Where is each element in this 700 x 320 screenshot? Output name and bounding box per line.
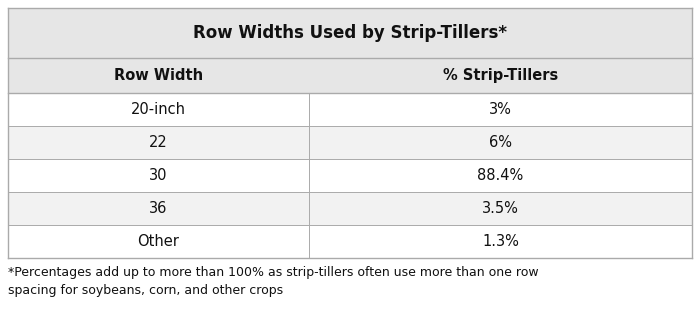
Bar: [8, 126, 692, 159]
Text: 88.4%: 88.4%: [477, 168, 524, 183]
Bar: [8, 58, 692, 93]
Text: 36: 36: [149, 201, 168, 216]
Text: Row Width: Row Width: [114, 68, 203, 83]
Bar: [8, 159, 692, 192]
Text: 3.5%: 3.5%: [482, 201, 519, 216]
Text: spacing for soybeans, corn, and other crops: spacing for soybeans, corn, and other cr…: [8, 284, 283, 297]
Text: Row Widths Used by Strip-Tillers*: Row Widths Used by Strip-Tillers*: [193, 24, 507, 42]
Bar: [8, 93, 692, 126]
Text: *Percentages add up to more than 100% as strip-tillers often use more than one r: *Percentages add up to more than 100% as…: [8, 266, 538, 279]
Bar: [8, 8, 692, 58]
Text: Other: Other: [137, 234, 179, 249]
Bar: [8, 225, 692, 258]
Text: 20-inch: 20-inch: [131, 102, 186, 117]
Bar: [8, 192, 692, 225]
Text: 22: 22: [149, 135, 168, 150]
Text: 3%: 3%: [489, 102, 512, 117]
Text: % Strip-Tillers: % Strip-Tillers: [443, 68, 558, 83]
Text: 1.3%: 1.3%: [482, 234, 519, 249]
Text: 30: 30: [149, 168, 168, 183]
Text: 6%: 6%: [489, 135, 512, 150]
